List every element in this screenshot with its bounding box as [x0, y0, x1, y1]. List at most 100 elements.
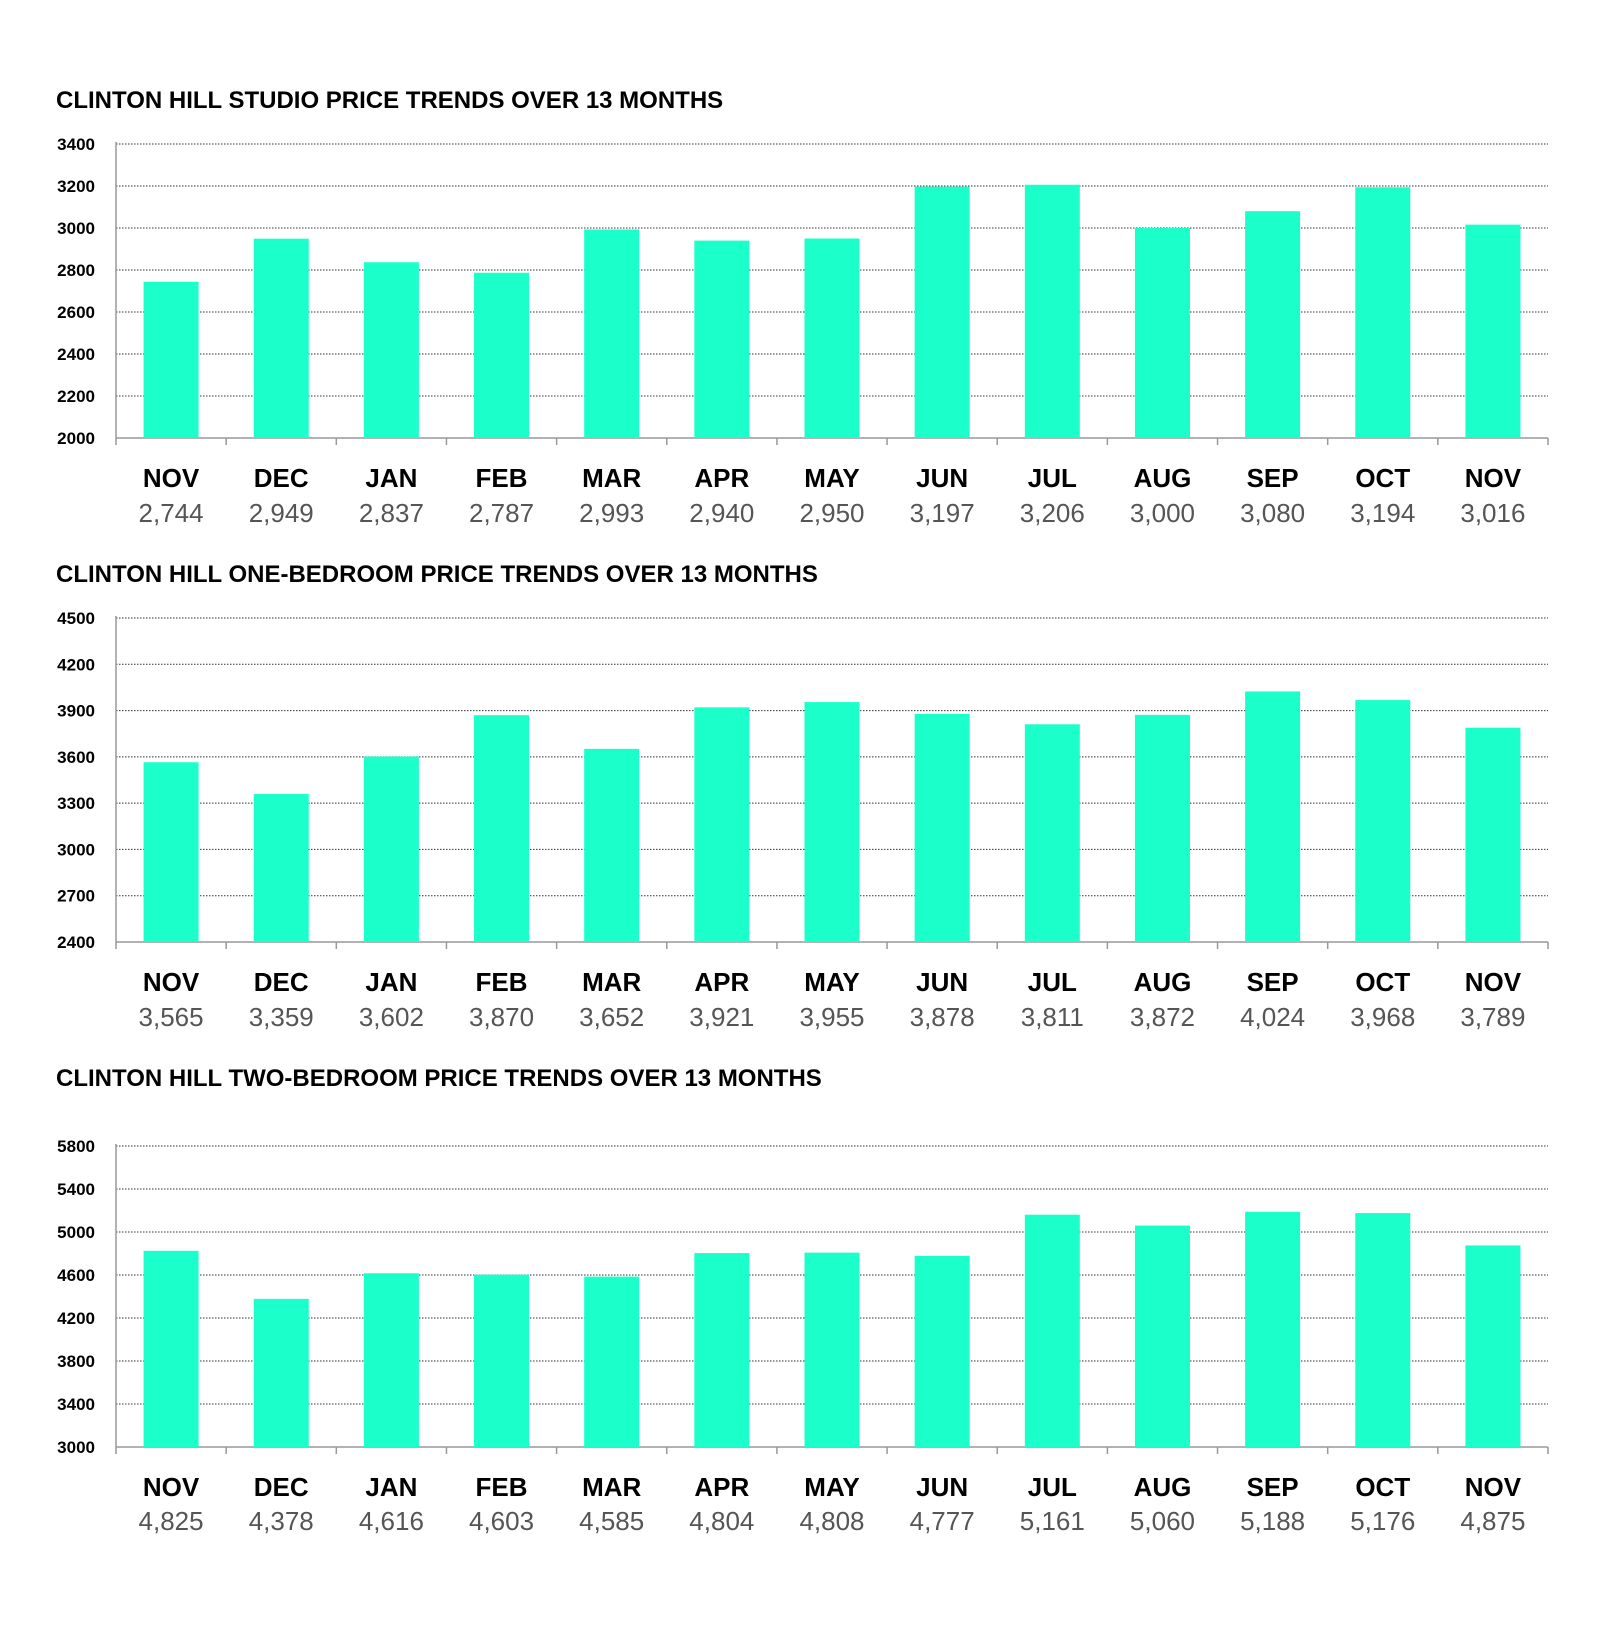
data-label: 3,811: [1021, 1002, 1084, 1032]
bar: [584, 748, 640, 942]
bar: [474, 1274, 530, 1447]
bar: [1355, 187, 1411, 438]
data-label: 5,060: [1130, 1506, 1195, 1536]
bar: [694, 240, 750, 438]
bar: [143, 762, 199, 942]
bar: [1465, 727, 1521, 942]
y-tick-label: 4200: [57, 1309, 95, 1328]
data-label: 3,955: [799, 1002, 864, 1032]
x-tick-label: NOV: [143, 463, 200, 493]
y-tick-label: 5000: [57, 1223, 95, 1242]
bar: [143, 281, 199, 438]
data-label: 3,652: [579, 1002, 644, 1032]
x-tick-label: AUG: [1134, 967, 1192, 997]
x-tick-label: NOV: [143, 967, 200, 997]
data-label: 5,188: [1240, 1506, 1305, 1536]
bar: [804, 1252, 860, 1447]
data-label: 3,080: [1240, 498, 1305, 528]
x-tick-label: FEB: [476, 463, 528, 493]
data-label: 4,603: [469, 1506, 534, 1536]
bar: [1134, 1225, 1190, 1447]
data-label: 3,206: [1020, 498, 1085, 528]
data-label: 3,968: [1350, 1002, 1415, 1032]
data-label: 3,921: [689, 1002, 754, 1032]
y-tick-label: 3300: [57, 794, 95, 813]
bar: [1024, 1214, 1080, 1447]
x-tick-label: APR: [694, 967, 749, 997]
bar: [914, 186, 970, 438]
x-tick-label: APR: [694, 1472, 749, 1502]
bar: [914, 1255, 970, 1447]
y-tick-label: 3000: [57, 219, 95, 238]
data-label: 3,359: [249, 1002, 314, 1032]
bar: [474, 272, 530, 438]
data-label: 4,777: [910, 1506, 975, 1536]
data-label: 3,197: [910, 498, 975, 528]
x-tick-label: FEB: [476, 967, 528, 997]
chart-title: CLINTON HILL TWO-BEDROOM PRICE TRENDS OV…: [56, 1065, 822, 1092]
bar: [1134, 228, 1190, 438]
bar: [1355, 700, 1411, 942]
bar: [1134, 714, 1190, 942]
bar: [584, 229, 640, 438]
y-tick-label: 4200: [57, 655, 95, 674]
data-label: 5,176: [1350, 1506, 1415, 1536]
y-tick-label: 3400: [57, 135, 95, 154]
bar: [253, 1298, 309, 1447]
y-tick-label: 2400: [57, 933, 95, 952]
bar: [474, 715, 530, 942]
y-tick-label: 2200: [57, 387, 95, 406]
data-label: 4,024: [1240, 1002, 1305, 1032]
bar: [694, 1253, 750, 1447]
y-tick-label: 3600: [57, 748, 95, 767]
x-tick-label: JAN: [365, 967, 417, 997]
bar: [1024, 724, 1080, 942]
x-tick-label: AUG: [1134, 463, 1192, 493]
y-tick-label: 2800: [57, 261, 95, 280]
y-tick-label: 2600: [57, 303, 95, 322]
bar: [1245, 691, 1301, 942]
x-tick-label: OCT: [1355, 967, 1410, 997]
x-tick-label: NOV: [1465, 1472, 1522, 1502]
y-tick-label: 3200: [57, 177, 95, 196]
data-label: 2,950: [799, 498, 864, 528]
x-tick-label: JUL: [1028, 1472, 1077, 1502]
bar: [363, 262, 419, 438]
x-tick-label: DEC: [254, 1472, 309, 1502]
x-tick-label: NOV: [143, 1472, 200, 1502]
y-tick-label: 2400: [57, 345, 95, 364]
x-tick-label: MAR: [582, 1472, 641, 1502]
y-tick-label: 4500: [57, 609, 95, 628]
data-label: 3,194: [1350, 498, 1415, 528]
bar: [253, 238, 309, 438]
data-label: 2,949: [249, 498, 314, 528]
bar: [143, 1250, 199, 1447]
y-tick-label: 5800: [57, 1137, 95, 1156]
x-tick-label: JAN: [365, 1472, 417, 1502]
data-label: 3,870: [469, 1002, 534, 1032]
y-tick-label: 2000: [57, 429, 95, 448]
chart-title: CLINTON HILL ONE-BEDROOM PRICE TRENDS OV…: [56, 561, 818, 588]
bar: [363, 756, 419, 942]
data-label: 3,878: [910, 1002, 975, 1032]
y-tick-label: 3000: [57, 1438, 95, 1457]
bar: [363, 1273, 419, 1447]
x-tick-label: OCT: [1355, 1472, 1410, 1502]
x-tick-label: MAR: [582, 463, 641, 493]
x-tick-label: JUN: [916, 967, 968, 997]
bar: [694, 707, 750, 942]
x-tick-label: FEB: [476, 1472, 528, 1502]
x-tick-label: SEP: [1247, 967, 1299, 997]
data-label: 4,378: [249, 1506, 314, 1536]
bar: [1465, 1245, 1521, 1447]
y-tick-label: 3000: [57, 840, 95, 859]
data-label: 3,000: [1130, 498, 1195, 528]
x-tick-label: MAY: [804, 463, 859, 493]
data-label: 4,616: [359, 1506, 424, 1536]
data-label: 3,016: [1460, 498, 1525, 528]
bar: [1245, 211, 1301, 438]
y-tick-label: 3800: [57, 1352, 95, 1371]
x-tick-label: NOV: [1465, 967, 1522, 997]
y-tick-label: 5400: [57, 1180, 95, 1199]
